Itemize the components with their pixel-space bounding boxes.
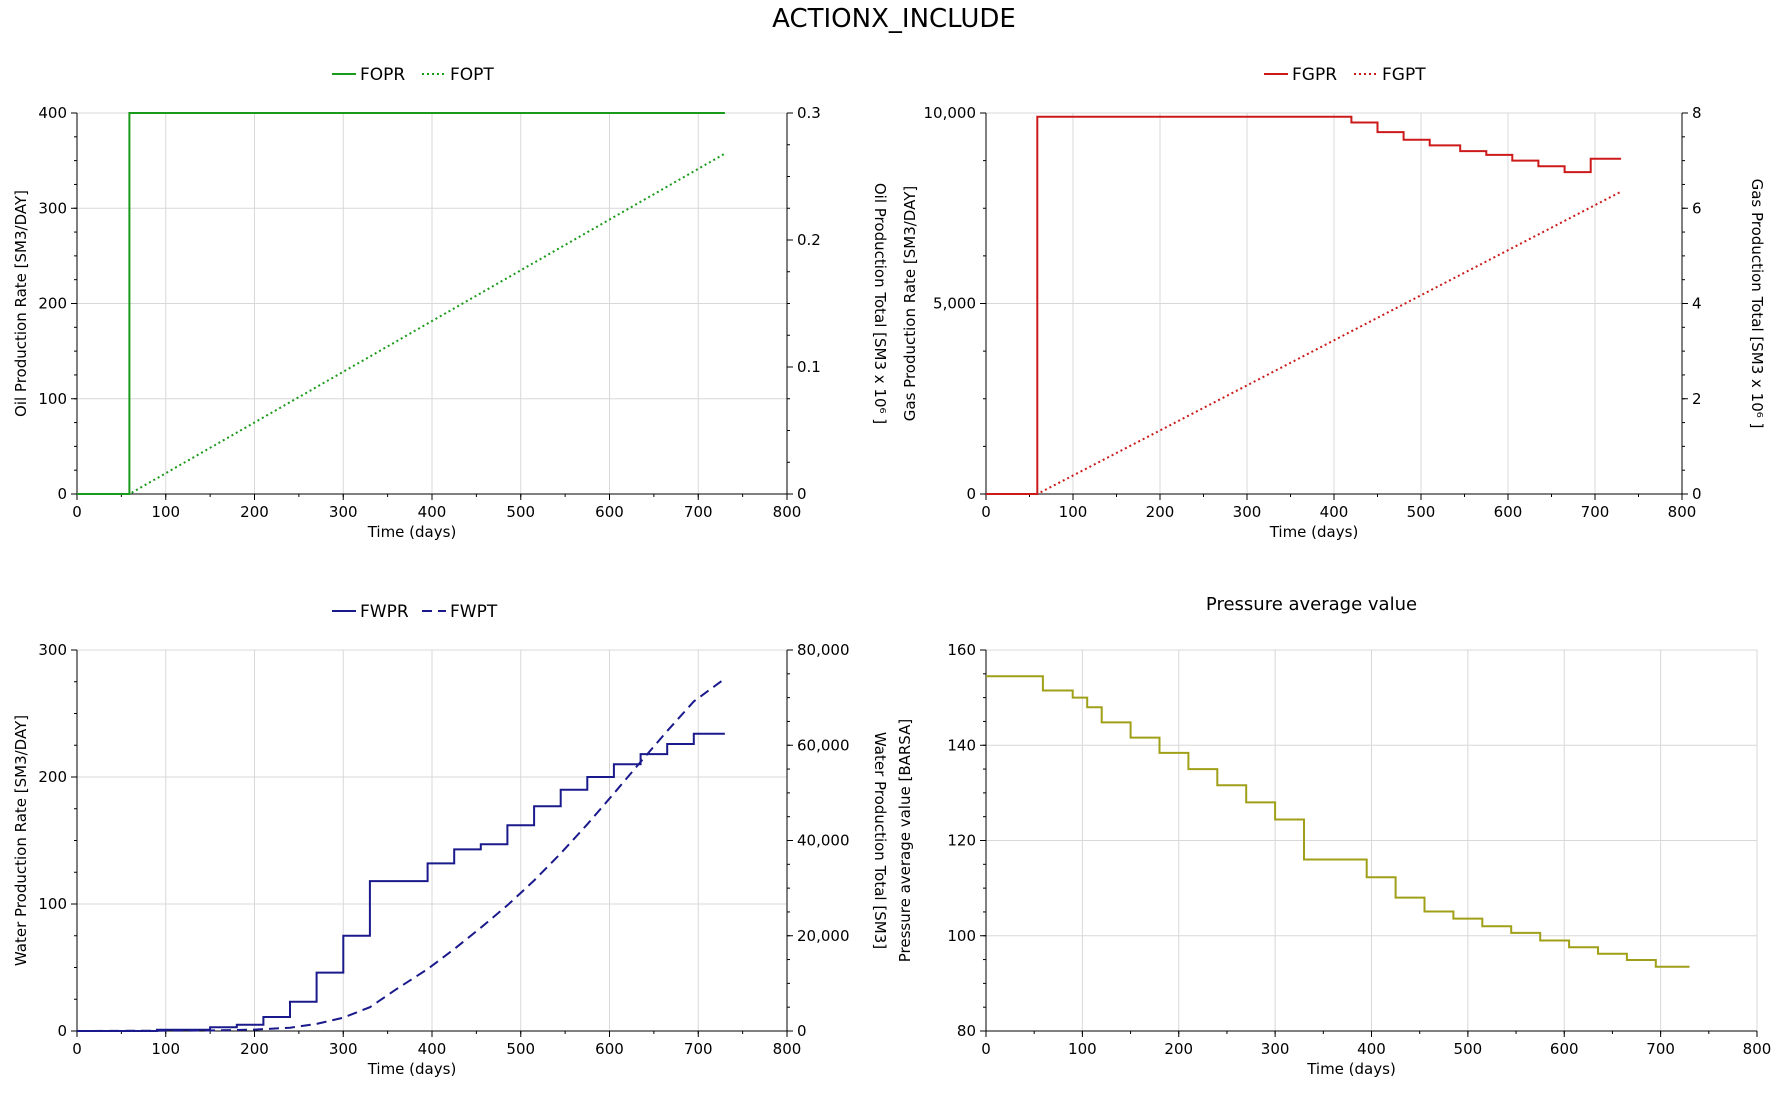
y-tick-label: 140 <box>947 736 976 754</box>
y2-tick-label: 0 <box>797 485 807 503</box>
chart-0: 0 100 200 300 400 500 600 700 800010020030040000… <box>12 65 889 541</box>
x-tick-label: 600 <box>595 1040 624 1058</box>
series-line-fwpt <box>76 677 726 1032</box>
x-tick-label: 200 <box>1164 1040 1193 1058</box>
y2-tick-label: 6 <box>1692 199 1702 217</box>
y-tick-label: 0 <box>57 1022 67 1040</box>
x-tick-label: 500 <box>506 1040 535 1058</box>
x-tick-label: 400 <box>1320 503 1349 521</box>
y2-tick-label: 0.1 <box>797 358 821 376</box>
x-tick-label: 400 <box>1357 1040 1386 1058</box>
chart-3: 0 100 200 300 400 500 600 700 800 80 100 120 140 160 T… <box>896 594 1771 1078</box>
x-tick-label: 500 <box>506 503 535 521</box>
x-tick-label: 0 <box>72 503 82 521</box>
y2-tick-label: 2 <box>1692 390 1702 408</box>
series-line-fwpr <box>77 732 725 1032</box>
y2-tick-label: 0.2 <box>797 231 821 249</box>
x-tick-label: 800 <box>773 1040 802 1058</box>
y-tick-label: 300 <box>38 641 67 659</box>
chart-2: 0 100 200 300 400 500 600 700 8000100200300020,0… <box>12 602 889 1078</box>
series-line-fgpt <box>986 190 1622 495</box>
y-tick-label: 200 <box>38 295 67 313</box>
legend-label-fwpr: FWPR <box>360 602 409 622</box>
x-tick-label: 400 <box>418 1040 447 1058</box>
y-tick-label: 160 <box>947 641 976 659</box>
y2-tick-label: 60,000 <box>797 736 850 754</box>
x-tick-label: 700 <box>1581 503 1610 521</box>
x-tick-label: 800 <box>1743 1040 1772 1058</box>
y-tick-label: 120 <box>947 832 976 850</box>
y-tick-label: 200 <box>38 768 67 786</box>
y-tick-label: 5,000 <box>933 295 976 313</box>
legend-label-fgpt: FGPT <box>1382 65 1426 85</box>
x-tick-label: 200 <box>1146 503 1175 521</box>
x-tick-label: 100 <box>151 503 180 521</box>
y2-axis-label: Water Production Total [SM3] <box>871 732 889 949</box>
y-tick-label: 100 <box>947 927 976 945</box>
y-axis-label: Water Production Rate [SM3/DAY] <box>12 715 30 966</box>
x-tick-label: 300 <box>1233 503 1262 521</box>
y2-tick-label: 4 <box>1692 295 1702 313</box>
x-tick-label: 0 <box>981 503 991 521</box>
x-tick-label: 200 <box>240 1040 269 1058</box>
x-axis-label: Time (days) <box>367 1060 457 1078</box>
x-tick-label: 500 <box>1454 1040 1483 1058</box>
x-tick-label: 700 <box>1646 1040 1675 1058</box>
x-tick-label: 300 <box>329 503 358 521</box>
x-tick-label: 700 <box>684 1040 713 1058</box>
x-axis-label: Time (days) <box>1306 1060 1396 1078</box>
y2-tick-label: 8 <box>1692 104 1702 122</box>
x-tick-label: 500 <box>1407 503 1436 521</box>
y-tick-label: 100 <box>38 390 67 408</box>
x-tick-label: 100 <box>151 1040 180 1058</box>
legend-label-fwpt: FWPT <box>450 602 498 622</box>
x-tick-label: 100 <box>1059 503 1088 521</box>
y-tick-label: 0 <box>966 485 976 503</box>
x-tick-label: 0 <box>72 1040 82 1058</box>
series-line-fopt <box>77 152 726 495</box>
chart-title: Pressure average value <box>1206 594 1417 615</box>
series-line-fgpr <box>986 115 1622 495</box>
y2-tick-label: 0 <box>797 1022 807 1040</box>
y-tick-label: 300 <box>38 199 67 217</box>
x-tick-label: 300 <box>329 1040 358 1058</box>
x-tick-label: 200 <box>240 503 269 521</box>
x-tick-label: 600 <box>595 503 624 521</box>
x-tick-label: 700 <box>684 503 713 521</box>
x-tick-label: 100 <box>1068 1040 1097 1058</box>
y-tick-label: 0 <box>57 485 67 503</box>
x-tick-label: 600 <box>1550 1040 1579 1058</box>
y-axis-label: Gas Production Rate [SM3/DAY] <box>901 186 919 421</box>
x-tick-label: 800 <box>1668 503 1697 521</box>
x-tick-label: 400 <box>418 503 447 521</box>
series-line-3 <box>986 675 1690 968</box>
legend-label-fopt: FOPT <box>450 65 494 85</box>
y2-axis-label: Oil Production Total [SM3 x 10⁶ ] <box>871 183 889 424</box>
x-tick-label: 300 <box>1261 1040 1290 1058</box>
y2-tick-label: 80,000 <box>797 641 850 659</box>
y-tick-label: 400 <box>38 104 67 122</box>
y2-tick-label: 0.3 <box>797 104 821 122</box>
chart-1: 0 100 200 300 400 500 600 700 80005,00010,000024… <box>901 65 1766 541</box>
x-axis-label: Time (days) <box>367 523 457 541</box>
y2-axis-label: Gas Production Total [SM3 x 10⁶ ] <box>1748 179 1766 429</box>
x-tick-label: 0 <box>981 1040 991 1058</box>
legend-label-fgpr: FGPR <box>1292 65 1337 85</box>
y2-tick-label: 20,000 <box>797 927 850 945</box>
page-title: ACTIONX_INCLUDE <box>772 4 1016 34</box>
y-tick-label: 10,000 <box>924 104 977 122</box>
y-tick-label: 80 <box>957 1022 976 1040</box>
legend-label-fopr: FOPR <box>360 65 405 85</box>
x-tick-label: 800 <box>773 503 802 521</box>
y-axis-label: Oil Production Rate [SM3/DAY] <box>12 190 30 417</box>
y2-tick-label: 40,000 <box>797 832 850 850</box>
x-tick-label: 600 <box>1494 503 1523 521</box>
y-tick-label: 100 <box>38 895 67 913</box>
x-axis-label: Time (days) <box>1269 523 1359 541</box>
y2-tick-label: 0 <box>1692 485 1702 503</box>
y-axis-label: Pressure average value [BARSA] <box>896 719 914 962</box>
